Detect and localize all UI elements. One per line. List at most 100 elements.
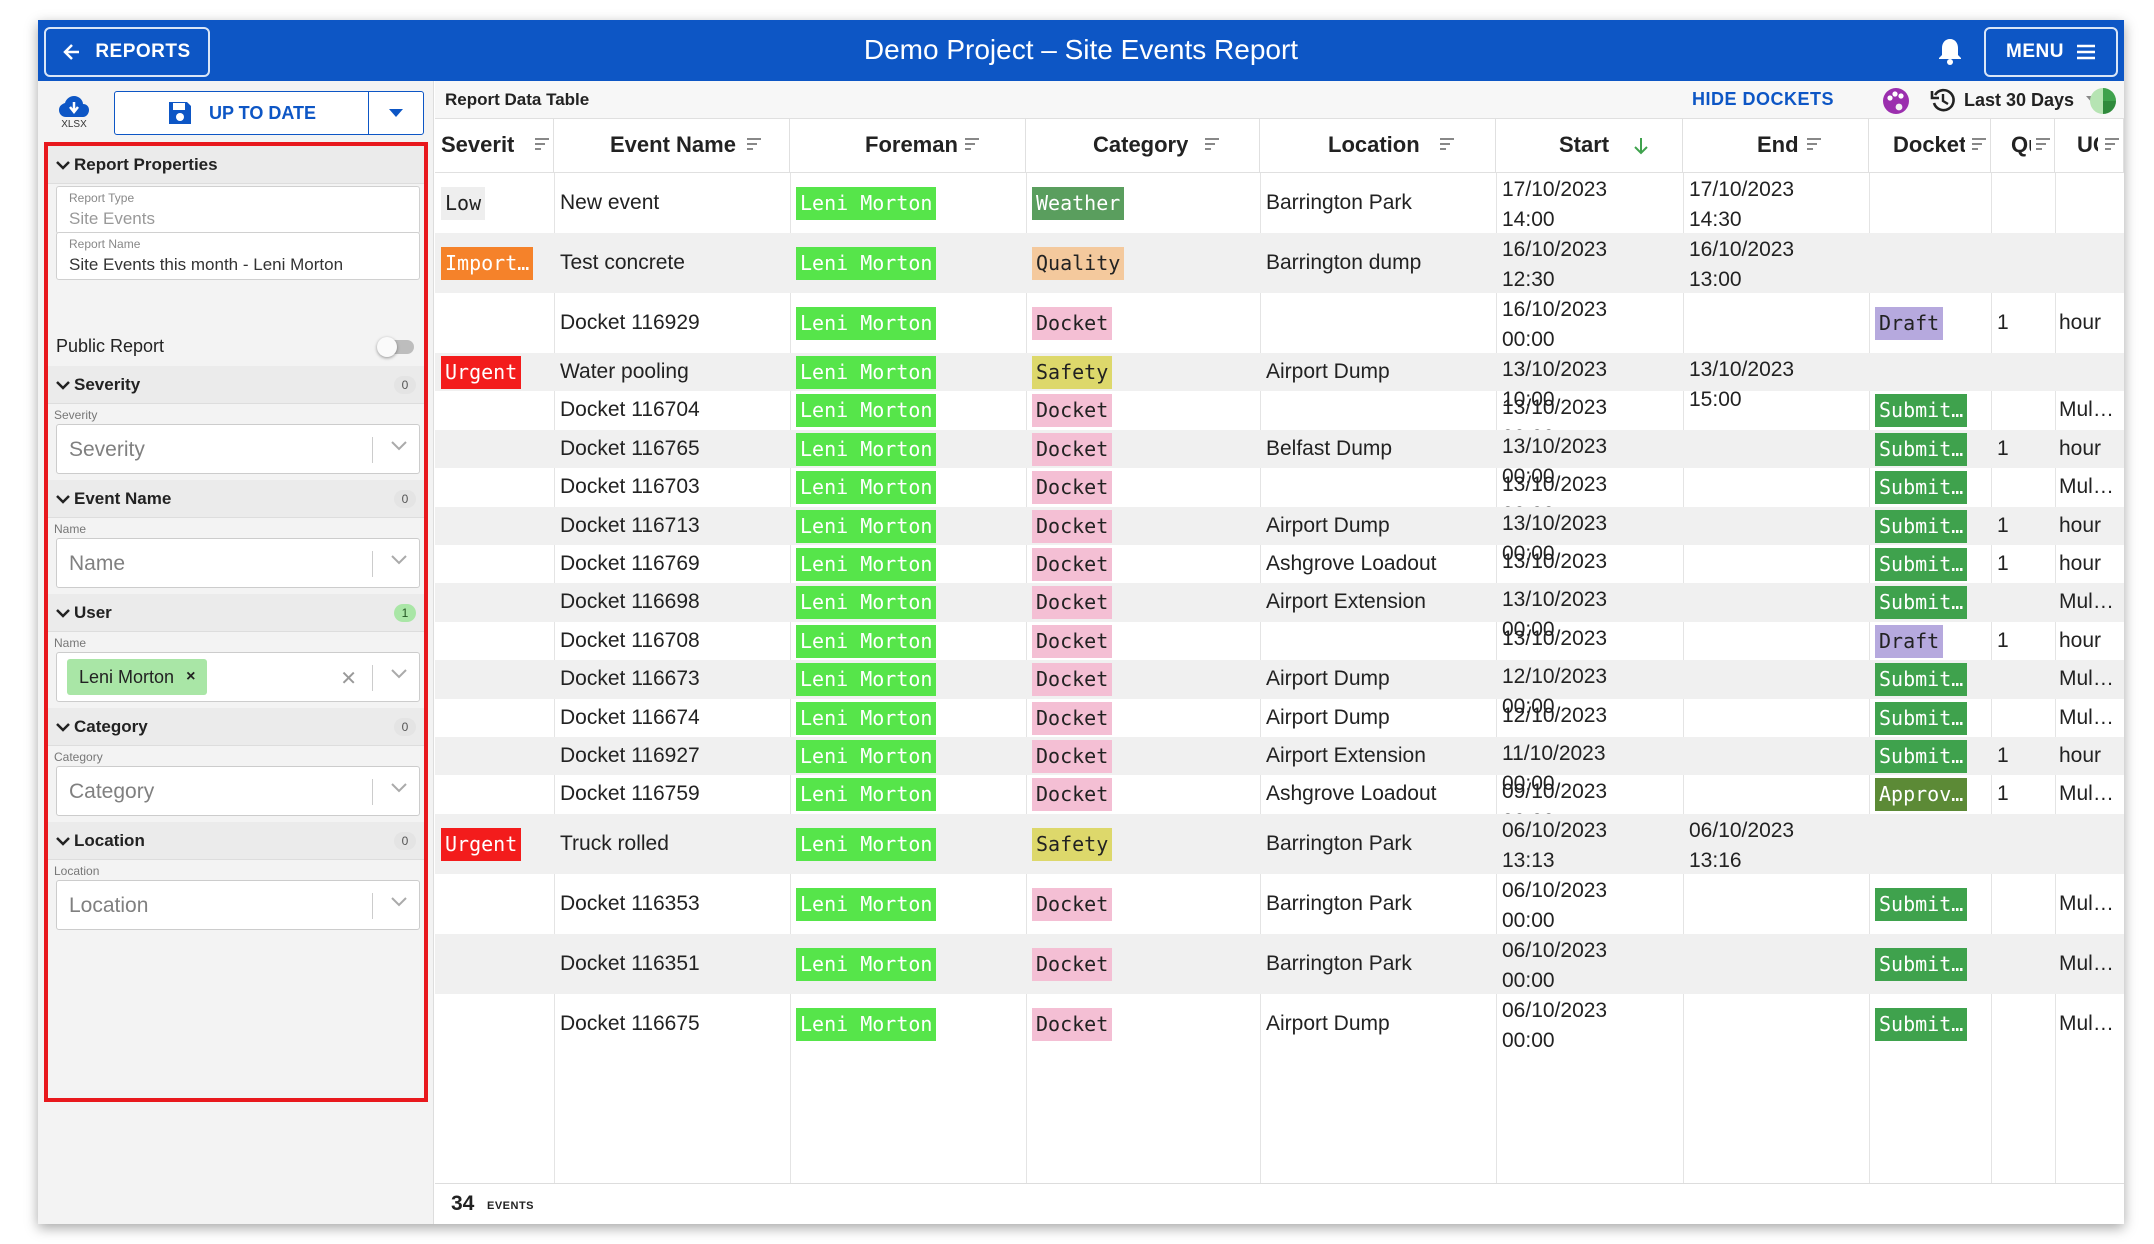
report-name-field[interactable]: Report Name Site Events this month - Len… <box>56 232 420 280</box>
chevron-down-icon <box>391 783 407 793</box>
column-menu-icon[interactable] <box>1971 137 1987 151</box>
event-name: Docket 116713 <box>560 513 700 537</box>
location-filter-header[interactable]: Location 0 <box>48 822 424 860</box>
select-placeholder: Severity <box>69 438 145 461</box>
location: Belfast Dump <box>1266 436 1393 460</box>
table-row[interactable]: Docket 116929 Leni Morton Docket 16/10/2023… <box>435 293 2124 353</box>
docket-status-tag: Submit… <box>1875 947 1968 981</box>
event-name-filter-header[interactable]: Event Name 0 <box>48 480 424 518</box>
table-row[interactable]: Docket 116353 Leni Morton Docket Barrington… <box>435 874 2124 934</box>
event-name: Docket 116353 <box>560 891 700 915</box>
docket-status-tag: Draft <box>1875 307 1944 340</box>
table-row[interactable]: Docket 116703 Leni Morton Docket 13/10/2023… <box>435 468 2124 526</box>
quantity: 1 <box>1997 513 2009 537</box>
back-to-reports-button[interactable]: REPORTS <box>44 27 210 77</box>
column-menu-icon[interactable] <box>1439 137 1455 151</box>
column-header[interactable]: End <box>1683 119 1869 173</box>
location: Airport Dump <box>1266 360 1390 383</box>
location-select[interactable]: Location <box>56 880 420 930</box>
pie-chart-icon[interactable] <box>2089 87 2117 115</box>
event-name: Docket 116703 <box>560 475 700 499</box>
event-name-select[interactable]: Name <box>56 538 420 588</box>
category-tag: Docket <box>1032 887 1113 921</box>
event-name: Docket 116675 <box>560 1011 700 1035</box>
table-title: Report Data Table <box>445 90 590 109</box>
hide-dockets-button[interactable]: HIDE DOCKETS <box>1692 89 1835 109</box>
table-row[interactable]: Docket 116698 Leni Morton Docket Airport Ex… <box>435 583 2124 641</box>
category-filter-header[interactable]: Category 0 <box>48 708 424 746</box>
status-dropdown-button[interactable] <box>369 92 423 134</box>
foreman-tag: Leni Morton <box>796 586 937 620</box>
docket-status-tag: Approv… <box>1875 778 1968 812</box>
table-row[interactable]: Docket 116927 Leni Morton Docket Airport Ex… <box>435 737 2124 795</box>
table-row[interactable]: Docket 116351 Leni Morton Docket Barrington… <box>435 933 2124 994</box>
table-row[interactable]: Docket 116765 Leni Morton Docket Belfast Du… <box>435 429 2124 488</box>
table-row[interactable]: Docket 116769 Leni Morton Docket Ashgrove L… <box>435 545 2124 603</box>
column-menu-icon[interactable] <box>2104 137 2120 151</box>
column-header[interactable]: Start <box>1496 119 1683 173</box>
column-menu-icon[interactable] <box>534 137 550 151</box>
table-row[interactable]: Docket 116713 Leni Morton Docket Airport Du… <box>435 506 2124 565</box>
table-row[interactable]: Urgent Truck rolled Leni Morton Safety Barri… <box>435 813 2124 874</box>
table-row[interactable]: Import… Test concrete Leni Morton Quality Ba… <box>435 233 2124 293</box>
foreman-tag: Leni Morton <box>796 740 937 773</box>
category-tag: Docket <box>1032 394 1113 428</box>
column-menu-icon[interactable] <box>1204 137 1220 151</box>
column-header[interactable]: UO <box>2055 119 2124 173</box>
save-status-button[interactable]: UP TO DATE <box>115 92 369 134</box>
table-row[interactable]: Urgent Water pooling Leni Morton Safety Airp… <box>435 353 2124 411</box>
bell-icon[interactable] <box>1938 37 1962 65</box>
chevron-down-icon <box>56 380 70 390</box>
user-select[interactable]: Leni Morton × ✕ <box>56 652 420 702</box>
table-row[interactable]: Docket 116759 Leni Morton Docket Ashgrove L… <box>435 775 2124 833</box>
start-time: 16/10/2023 12:30 <box>1502 238 1608 291</box>
category-tag: Docket <box>1032 1007 1113 1041</box>
app-window: REPORTS Demo Project – Site Events Repor… <box>38 20 2124 1224</box>
column-menu-icon[interactable] <box>2035 137 2051 151</box>
column-header[interactable]: Event Name <box>554 119 790 173</box>
table-row[interactable]: Docket 116675 Leni Morton Docket Airport Du… <box>435 994 2124 1054</box>
public-report-toggle[interactable] <box>377 337 414 357</box>
event-name: Docket 116704 <box>560 398 700 422</box>
table-row[interactable]: Docket 116704 Leni Morton Docket 13/10/2023… <box>435 391 2124 449</box>
column-menu-icon[interactable] <box>1806 137 1822 151</box>
foreman-tag: Leni Morton <box>796 778 937 812</box>
export-xlsx-button[interactable]: XLSX <box>56 95 92 135</box>
column-menu-icon[interactable] <box>746 137 762 151</box>
report-properties-header[interactable]: Report Properties <box>48 146 424 184</box>
column-header[interactable]: Docket <box>1869 119 1991 173</box>
severity-select[interactable]: Severity <box>56 424 420 474</box>
quantity: 1 <box>1997 436 2009 460</box>
palette-icon[interactable] <box>1882 87 1910 115</box>
location: Ashgrove Loadout <box>1266 782 1437 806</box>
table-toolbar: Report Data Table HIDE DOCKETS Last 30 D… <box>435 81 2124 119</box>
table-row[interactable]: Docket 116673 Leni Morton Docket Airport Du… <box>435 660 2124 718</box>
event-name: Water pooling <box>560 360 689 383</box>
column-menu-icon[interactable] <box>964 137 980 151</box>
column-header-label: Category <box>1093 132 1189 157</box>
end-time: 13/10/2023 15:00 <box>1689 358 1795 411</box>
column-header[interactable]: Severit <box>435 119 554 173</box>
table-row[interactable]: Docket 116708 Leni Morton Docket 13/10/2023… <box>435 622 2124 680</box>
clear-selection-icon[interactable]: ✕ <box>340 668 357 690</box>
select-placeholder: Location <box>69 894 149 917</box>
foreman-tag: Leni Morton <box>796 1007 937 1041</box>
start-time: 12/10/2023 00:00 <box>1502 665 1608 719</box>
field-label: Name <box>54 522 87 536</box>
severity-filter-header[interactable]: Severity 0 <box>48 366 424 404</box>
column-header[interactable]: Qu <box>1991 119 2055 173</box>
date-range-select[interactable]: Last 30 Days <box>1930 87 2101 113</box>
column-header[interactable]: Foreman <box>790 119 1026 173</box>
status-button[interactable]: UP TO DATE <box>114 91 424 135</box>
selected-user-chip: Leni Morton × <box>67 659 208 695</box>
column-header[interactable]: Location <box>1260 119 1496 173</box>
remove-chip-icon[interactable]: × <box>186 668 196 685</box>
user-filter-header[interactable]: User 1 <box>48 594 424 632</box>
menu-button[interactable]: MENU <box>1984 27 2118 77</box>
sort-descending-icon[interactable] <box>1633 137 1649 155</box>
category-select[interactable]: Category <box>56 766 420 816</box>
table-row[interactable]: Low New event Leni Morton Weather Barrington… <box>435 173 2124 233</box>
column-header[interactable]: Category <box>1026 119 1260 173</box>
column-header-label: End <box>1757 132 1799 157</box>
table-row[interactable]: Docket 116674 Leni Morton Docket Airport Du… <box>435 699 2124 757</box>
